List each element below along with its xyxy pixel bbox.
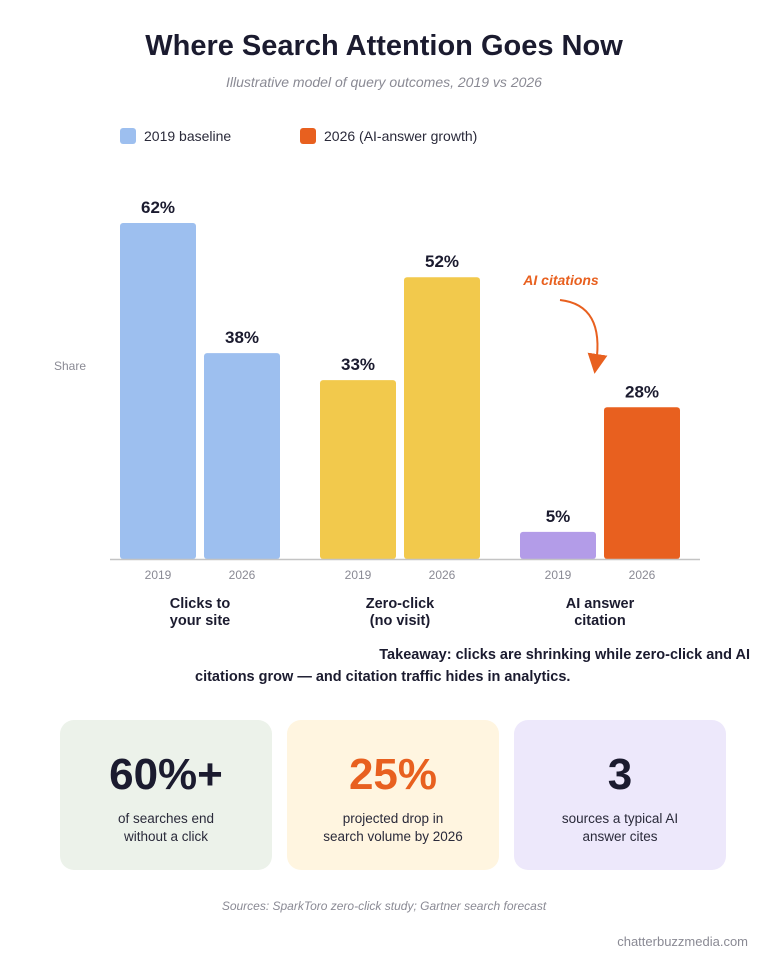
- takeaway-line-1: Takeaway: clicks are shrinking while zer…: [379, 647, 750, 663]
- legend-item-2026: 2026 (AI-answer growth): [300, 128, 477, 144]
- stat-value: 25%: [348, 750, 438, 799]
- legend-label-2019: 2019 baseline: [144, 128, 232, 144]
- x-tick-label: 2019: [345, 568, 372, 582]
- bar-value-label: 33%: [341, 355, 375, 374]
- takeaway-line-2: citations grow — and citation traffic hi…: [195, 669, 571, 685]
- x-tick-label: 2019: [145, 568, 172, 582]
- bar-value-label: 52%: [425, 252, 459, 271]
- annotation-label: AI citations: [522, 272, 599, 288]
- x-tick-label: 2026: [229, 568, 256, 582]
- group-label: citation: [574, 613, 626, 629]
- bar-3-2026: [604, 407, 680, 559]
- x-tick-label: 2019: [545, 568, 572, 582]
- stat-description: sources a typical AI answer cites: [561, 811, 679, 844]
- stat-card-ai-sources: 3 sources a typical AI answer cites: [514, 720, 726, 870]
- x-tick-label: 2026: [429, 568, 456, 582]
- annotation-arrow: [559, 299, 608, 374]
- sources-note: Sources: SparkToro zero-click study; Gar…: [221, 899, 547, 913]
- group-label: Zero-click: [366, 596, 435, 612]
- chart-title: Where Search Attention Goes Now: [145, 30, 623, 62]
- stat-card-volume-drop: 25% projected drop in search volume by 2…: [287, 720, 499, 870]
- chart-subtitle: Illustrative model of query outcomes, 20…: [226, 74, 542, 90]
- legend-swatch-2026: [300, 128, 316, 144]
- stat-description: of searches end without a click: [117, 811, 215, 844]
- bar-value-label: 62%: [141, 198, 175, 217]
- stat-card-no-click: 60%+ of searches end without a click: [60, 720, 272, 870]
- bar-value-label: 28%: [625, 382, 659, 401]
- stat-description: projected drop in search volume by 2026: [323, 811, 463, 844]
- group-label: (no visit): [370, 613, 431, 629]
- bar-value-label: 38%: [225, 328, 259, 347]
- footer-domain: chatterbuzzmedia.com: [617, 934, 748, 949]
- stat-value: 3: [607, 750, 633, 799]
- group-label: your site: [170, 613, 230, 629]
- bar-value-label: 5%: [546, 507, 571, 526]
- group-label: AI answer: [566, 596, 635, 612]
- bar-1-2026: [204, 353, 280, 559]
- legend-swatch-2019: [120, 128, 136, 144]
- legend-label-2026: 2026 (AI-answer growth): [324, 128, 478, 144]
- takeaway-text: Takeaway: clicks are shrinking while zer…: [190, 644, 750, 688]
- bar-2-2019: [320, 380, 396, 559]
- stat-value: 60%+: [109, 750, 223, 799]
- bar-1-2019: [120, 223, 196, 559]
- x-tick-label: 2026: [629, 568, 656, 582]
- bar-3-2019: [520, 531, 596, 559]
- group-label: Clicks to: [170, 596, 231, 612]
- y-axis-label: Share: [54, 359, 86, 373]
- legend-item-2019: 2019 baseline: [120, 128, 231, 144]
- bar-2-2026: [404, 277, 480, 559]
